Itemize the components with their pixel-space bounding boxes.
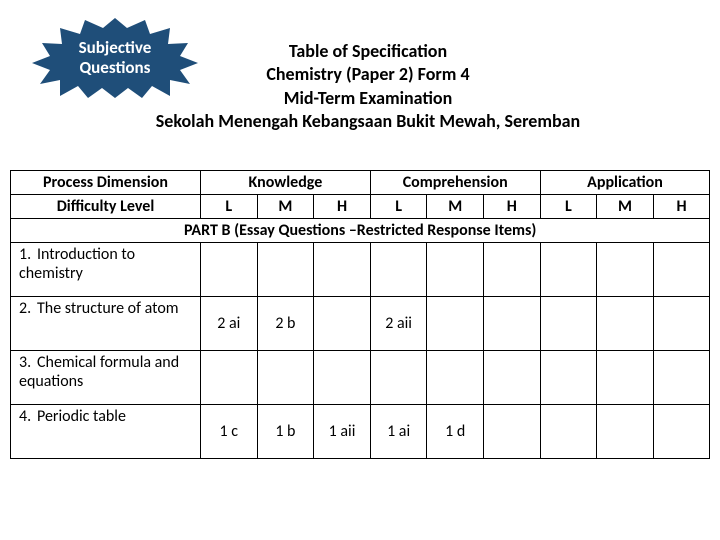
- data-cell: [597, 297, 654, 351]
- title-line-1: Table of Specification: [88, 40, 648, 63]
- topic-text: The structure of atom: [37, 299, 179, 318]
- header-a-h: H: [653, 195, 710, 219]
- topic-cell: 1.Introduction to chemistry: [11, 243, 201, 297]
- header-a-l: L: [540, 195, 597, 219]
- data-cell: [427, 243, 484, 297]
- data-cell: 1 b: [257, 405, 314, 459]
- table-row: 2.The structure of atom2 ai2 b2 aii: [11, 297, 710, 351]
- data-cell: [427, 297, 484, 351]
- data-cell: [653, 297, 710, 351]
- data-cell: [653, 351, 710, 405]
- header-application: Application: [540, 171, 710, 195]
- header-knowledge: Knowledge: [201, 171, 371, 195]
- data-cell: [540, 405, 597, 459]
- partb-row: PART B (Essay Questions –Restricted Resp…: [11, 219, 710, 243]
- topic-cell: 4.Periodic table: [11, 405, 201, 459]
- topic-number: 3.: [19, 353, 37, 372]
- data-cell: 1 ai: [370, 405, 427, 459]
- header-row-1: Process Dimension Knowledge Comprehensio…: [11, 171, 710, 195]
- topic-text: Periodic table: [37, 407, 126, 426]
- data-cell: [257, 351, 314, 405]
- topic-text: Introduction to chemistry: [19, 245, 135, 283]
- data-cell: 2 b: [257, 297, 314, 351]
- header-difficulty-level: Difficulty Level: [11, 195, 201, 219]
- header-process-dimension: Process Dimension: [11, 171, 201, 195]
- topic-number: 4.: [19, 407, 37, 426]
- data-cell: 1 d: [427, 405, 484, 459]
- data-cell: [201, 243, 258, 297]
- topic-number: 2.: [19, 299, 37, 318]
- header-k-m: M: [257, 195, 314, 219]
- data-cell: 1 c: [201, 405, 258, 459]
- partb-label: PART B (Essay Questions –Restricted Resp…: [11, 219, 710, 243]
- table-row: 3.Chemical formula and equations: [11, 351, 710, 405]
- data-cell: [483, 405, 540, 459]
- data-cell: [597, 351, 654, 405]
- topic-cell: 2.The structure of atom: [11, 297, 201, 351]
- title-line-4: Sekolah Menengah Kebangsaan Bukit Mewah,…: [88, 110, 648, 133]
- data-cell: [483, 351, 540, 405]
- header-c-m: M: [427, 195, 484, 219]
- table-row: 4.Periodic table1 c1 b1 aii1 ai1 d: [11, 405, 710, 459]
- data-cell: [427, 351, 484, 405]
- header-a-m: M: [597, 195, 654, 219]
- header-comprehension: Comprehension: [370, 171, 540, 195]
- data-cell: [314, 243, 371, 297]
- data-cell: [597, 243, 654, 297]
- title-line-2: Chemistry (Paper 2) Form 4: [88, 63, 648, 86]
- title-line-3: Mid-Term Examination: [88, 87, 648, 110]
- header-k-h: H: [314, 195, 371, 219]
- data-cell: [201, 351, 258, 405]
- data-cell: 2 ai: [201, 297, 258, 351]
- header-c-h: H: [483, 195, 540, 219]
- data-cell: [540, 297, 597, 351]
- data-cell: [597, 405, 654, 459]
- header-k-l: L: [201, 195, 258, 219]
- data-cell: [540, 351, 597, 405]
- data-cell: [370, 243, 427, 297]
- topic-cell: 3.Chemical formula and equations: [11, 351, 201, 405]
- title-block: Table of Specification Chemistry (Paper …: [88, 40, 648, 134]
- header-c-l: L: [370, 195, 427, 219]
- data-cell: [370, 351, 427, 405]
- data-cell: [483, 243, 540, 297]
- topic-number: 1.: [19, 245, 37, 264]
- data-cell: [257, 243, 314, 297]
- data-cell: 1 aii: [314, 405, 371, 459]
- data-cell: [314, 351, 371, 405]
- data-cell: 2 aii: [370, 297, 427, 351]
- data-cell: [314, 297, 371, 351]
- header-row-2: Difficulty Level L M H L M H L M H: [11, 195, 710, 219]
- data-cell: [653, 405, 710, 459]
- specification-table: Process Dimension Knowledge Comprehensio…: [10, 170, 710, 459]
- topic-text: Chemical formula and equations: [19, 353, 179, 391]
- data-cell: [653, 243, 710, 297]
- data-cell: [483, 297, 540, 351]
- table-row: 1.Introduction to chemistry: [11, 243, 710, 297]
- data-cell: [540, 243, 597, 297]
